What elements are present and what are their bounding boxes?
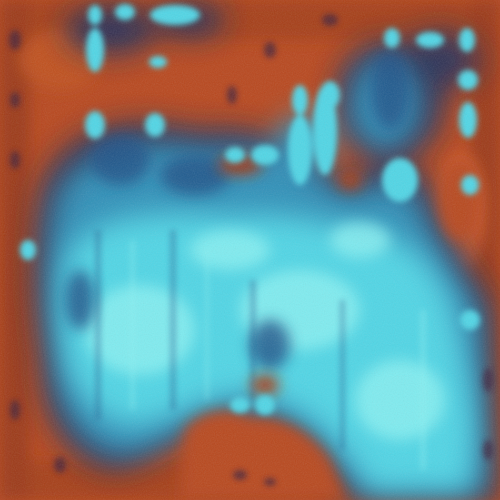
- grain-overlay: [0, 0, 500, 500]
- abstract-image-svg: [0, 0, 500, 500]
- abstract-image: [0, 0, 500, 500]
